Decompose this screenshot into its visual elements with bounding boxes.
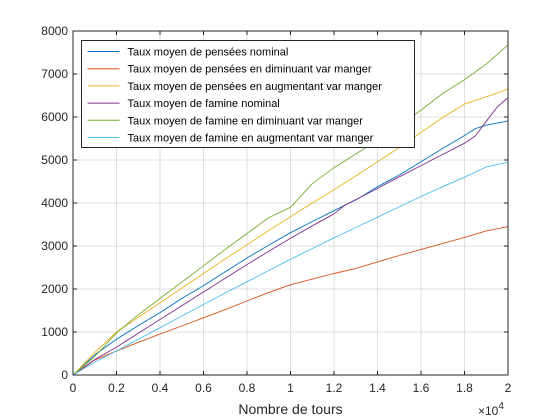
x-tick-label: 0.2 [108, 381, 125, 395]
legend-entry-2: Taux moyen de pensées en diminuant var m… [87, 64, 372, 76]
x-tick-label: 0 [70, 381, 77, 395]
x-tick-label: 1.8 [456, 381, 473, 395]
legend-label: Taux moyen de famine en augmentant var m… [128, 133, 374, 145]
y-tick-label: 6000 [41, 110, 68, 124]
legend-label: Taux moyen de pensées en augmentant var … [128, 81, 383, 93]
x-tick-label: 1.2 [326, 381, 343, 395]
tick-labels: 0 0.2 0.4 0.6 0.8 1 1.2 1.4 1.6 1.8 2 0 1000 2000 3000… [41, 24, 511, 395]
y-tick-label: 8000 [41, 24, 68, 38]
x-axis-label: Nombre de tours [238, 401, 342, 417]
x-tick-label: 1.6 [413, 381, 430, 395]
legend-entry-3: Taux moyen de pensées en augmentant var … [87, 81, 383, 93]
x-tick-label: 0.6 [195, 381, 212, 395]
x-exponent-power: 4 [498, 401, 504, 412]
x-tick-label: 1 [287, 381, 294, 395]
y-tick-label: 4000 [41, 196, 68, 210]
legend-label: Taux moyen de famine en diminuant var ma… [128, 115, 364, 127]
legend-box [81, 40, 415, 148]
x-tick-label: 1.4 [369, 381, 386, 395]
legend-entry-6: Taux moyen de famine en augmentant var m… [87, 133, 374, 145]
y-tick-label: 5000 [41, 153, 68, 167]
series-line-2 [72, 226, 509, 376]
y-tick-label: 3000 [41, 239, 68, 253]
legend-entry-1: Taux moyen de pensées nominal [87, 47, 289, 59]
legend-label: Taux moyen de pensées nominal [128, 47, 289, 59]
ticks [72, 30, 509, 376]
x-tick-label: 0.8 [239, 381, 256, 395]
series-line-6 [72, 161, 509, 376]
y-tick-label: 0 [61, 368, 68, 382]
legend-entry-4: Taux moyen de famine nominal [87, 98, 280, 110]
x-tick-label: 2 [505, 381, 512, 395]
x-tick-label: 0.4 [152, 381, 169, 395]
series-line-5 [72, 44, 509, 376]
series-lines [72, 44, 509, 376]
legend-items: Taux moyen de pensées nominal Taux moyen … [87, 47, 383, 145]
y-tick-label: 2000 [41, 282, 68, 296]
legend-label: Taux moyen de pensées en diminuant var m… [128, 64, 372, 76]
series-line-3 [72, 88, 509, 376]
y-tick-label: 1000 [41, 325, 68, 339]
series-line-4 [72, 97, 509, 376]
x-exponent-base: ×10 [478, 404, 499, 418]
legend: Taux moyen de pensées nominal Taux moyen … [81, 40, 415, 148]
series-line-1 [72, 120, 509, 376]
legend-label: Taux moyen de famine nominal [128, 98, 280, 110]
legend-entry-5: Taux moyen de famine en diminuant var ma… [87, 115, 364, 127]
x-exponent-label: ×104 [478, 401, 504, 418]
y-tick-label: 7000 [41, 67, 68, 81]
